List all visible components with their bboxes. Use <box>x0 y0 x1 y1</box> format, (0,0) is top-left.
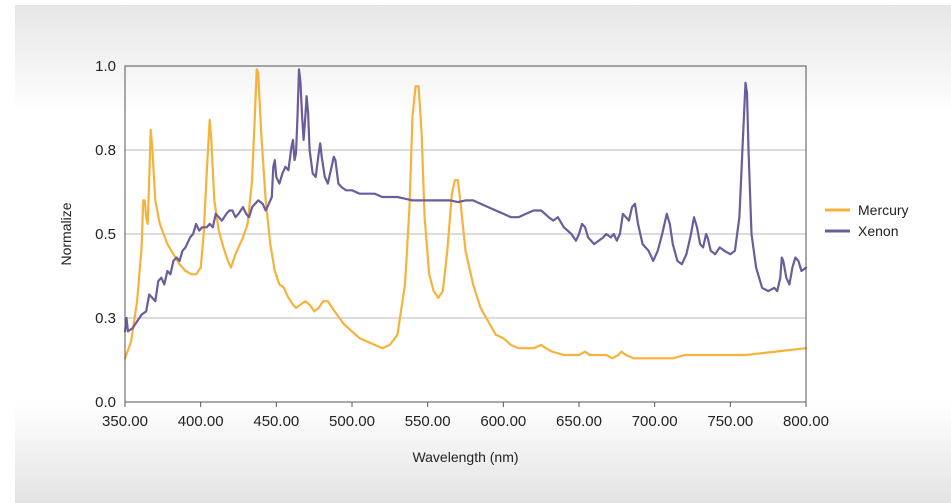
line-chart: 0.0 0.3 0.5 0.8 1.0 350.00 400.00 450.00 500.00… <box>58 58 909 465</box>
x-tick-label: 750.00 <box>707 413 753 430</box>
x-tick-label: 700.00 <box>632 413 678 430</box>
x-axis-title: Wavelength (nm) <box>412 449 518 465</box>
x-axis-ticks: 350.00 400.00 450.00 500.00 550.00 600.00 650.… <box>102 402 829 430</box>
y-tick-label: 0.8 <box>95 142 116 159</box>
series-line-xenon <box>123 68 808 333</box>
x-tick-label: 450.00 <box>253 413 299 430</box>
gridlines <box>125 149 806 319</box>
x-tick-label: 650.00 <box>556 413 602 430</box>
y-tick-label: 0.5 <box>95 226 116 243</box>
x-tick-label: 550.00 <box>405 413 451 430</box>
x-tick-label: 350.00 <box>102 413 148 430</box>
y-tick-label: 0.3 <box>95 310 116 327</box>
y-tick-label: 1.0 <box>95 58 116 75</box>
series-line-mercury <box>123 68 808 360</box>
legend-label-mercury: Mercury <box>858 202 909 218</box>
plot-area-border <box>124 65 807 403</box>
series-layer <box>123 68 808 360</box>
y-tick-label: 0.0 <box>95 394 116 411</box>
legend-label-xenon: Xenon <box>858 223 898 239</box>
y-axis-title: Normalize <box>58 202 74 265</box>
chart-background: 0.0 0.3 0.5 0.8 1.0 350.00 400.00 450.00 500.00… <box>15 5 951 503</box>
y-axis-ticks: 0.0 0.3 0.5 0.8 1.0 <box>95 58 116 411</box>
x-tick-label: 400.00 <box>178 413 224 430</box>
x-tick-label: 600.00 <box>480 413 526 430</box>
legend: Mercury Xenon <box>825 202 909 239</box>
x-tick-label: 800.00 <box>783 413 829 430</box>
x-tick-label: 500.00 <box>329 413 375 430</box>
